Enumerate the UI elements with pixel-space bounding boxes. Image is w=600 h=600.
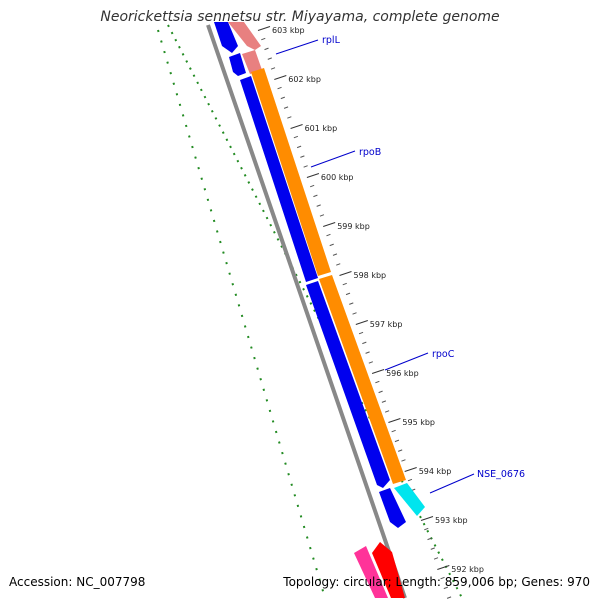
tick-mark	[323, 222, 336, 227]
tick-minor	[378, 390, 383, 394]
tick-minor	[264, 47, 269, 51]
tick-minor	[332, 253, 338, 256]
tick-minor	[443, 586, 448, 590]
tick-minor	[424, 527, 429, 531]
gene-labels: rplL rpoB rpoC NSE_0676	[275, 35, 525, 494]
tick-mark	[437, 565, 450, 570]
gene-label-line	[310, 150, 356, 168]
tick-label: 598 kbp	[354, 271, 387, 280]
rrna-feature	[228, 22, 261, 50]
tick-mark	[404, 467, 417, 472]
tick-minor	[261, 37, 266, 41]
genome-summary-text: Topology: circular; Length: 859,006 bp; …	[283, 575, 590, 589]
tick-minor	[398, 449, 403, 452]
tick-minor	[267, 57, 272, 60]
tick-minor	[384, 410, 390, 413]
forward-cds-rpoB	[251, 68, 331, 276]
tick-minor	[394, 439, 400, 443]
tick-minor	[316, 204, 321, 207]
tick-minor	[352, 312, 357, 315]
tick-mark	[355, 320, 368, 325]
reverse-cds-rpoC	[306, 281, 390, 488]
tick-label: 602 kbp	[288, 75, 321, 84]
tick-minor	[326, 233, 331, 237]
gene-label-line	[275, 39, 319, 55]
tick-mark	[290, 124, 303, 129]
tick-mark	[371, 369, 385, 374]
tick-minor	[440, 576, 445, 580]
tick-label: 603 kbp	[272, 26, 305, 35]
gene-label-rpoC: rpoC	[432, 349, 455, 360]
tick-minor	[287, 116, 292, 119]
gene-label-rplL: rplL	[322, 35, 341, 46]
tick-mark	[306, 173, 320, 178]
tick-minor	[313, 194, 318, 198]
accession-text: Accession: NC_007798	[9, 575, 146, 589]
tick-minor	[309, 184, 315, 188]
tick-minor	[365, 351, 370, 354]
tick-label: 599 kbp	[337, 222, 370, 231]
gene-label-NSE-0676: NSE_0676	[477, 469, 525, 480]
tick-mark	[257, 26, 271, 31]
tick-minor	[349, 302, 354, 305]
tick-minor	[391, 429, 396, 433]
reverse-cds	[229, 53, 246, 76]
rrna-feature	[242, 50, 262, 74]
tick-mark	[388, 418, 401, 423]
reverse-cds	[214, 22, 238, 53]
tick-label: 597 kbp	[370, 320, 403, 329]
tick-label: 595 kbp	[402, 418, 435, 427]
tick-minor	[375, 380, 380, 384]
gc-skew-track	[157, 29, 326, 599]
tick-mark	[339, 271, 352, 276]
tick-minor	[446, 596, 452, 599]
tick-label: 592 kbp	[451, 565, 484, 574]
tick-minor	[407, 478, 413, 482]
reverse-cds-rpoB	[240, 76, 318, 282]
tick-minor	[283, 106, 289, 109]
tick-minor	[336, 263, 341, 266]
tick-minor	[433, 557, 439, 560]
tick-label: 594 kbp	[419, 467, 452, 476]
tick-mark	[420, 516, 434, 521]
tick-minor	[381, 400, 387, 403]
tick-minor	[358, 331, 364, 335]
tick-minor	[430, 547, 435, 550]
tick-label: 596 kbp	[386, 369, 419, 378]
tick-minor	[368, 361, 374, 364]
gene-label-rpoB: rpoB	[359, 147, 381, 158]
tick-minor	[270, 67, 276, 70]
tick-minor	[300, 155, 305, 158]
tick-minor	[342, 282, 347, 286]
tick-minor	[401, 459, 406, 462]
tick-minor	[427, 537, 432, 541]
forward-cds-cyan	[394, 483, 425, 516]
gene-label-line	[384, 352, 429, 371]
tick-label: 600 kbp	[321, 173, 354, 182]
tick-label: 601 kbp	[305, 124, 338, 133]
tick-minor	[280, 96, 285, 100]
tick-minor	[277, 86, 282, 90]
tick-label: 593 kbp	[435, 516, 468, 525]
tick-minor	[345, 292, 351, 296]
tick-minor	[296, 145, 302, 149]
tick-marks: 603 kbp 602 kbp 601 kbp 600 kbp 599 kbp 598 k…	[257, 26, 484, 599]
map-title: Neorickettsia sennetsu str. Miyayama, co…	[100, 9, 500, 25]
tick-minor	[319, 214, 325, 217]
forward-cds-rpoC	[319, 275, 406, 484]
tick-mark	[274, 75, 287, 80]
forward-cds-magenta	[354, 546, 388, 598]
tick-minor	[362, 341, 367, 345]
backbone-line	[206, 24, 407, 599]
tick-minor	[303, 165, 308, 168]
reverse-cds-NSE-0676	[379, 488, 406, 528]
gene-label-line	[429, 473, 475, 494]
tick-minor	[293, 135, 299, 139]
forward-cds-red	[372, 542, 405, 598]
tick-minor	[329, 243, 334, 247]
